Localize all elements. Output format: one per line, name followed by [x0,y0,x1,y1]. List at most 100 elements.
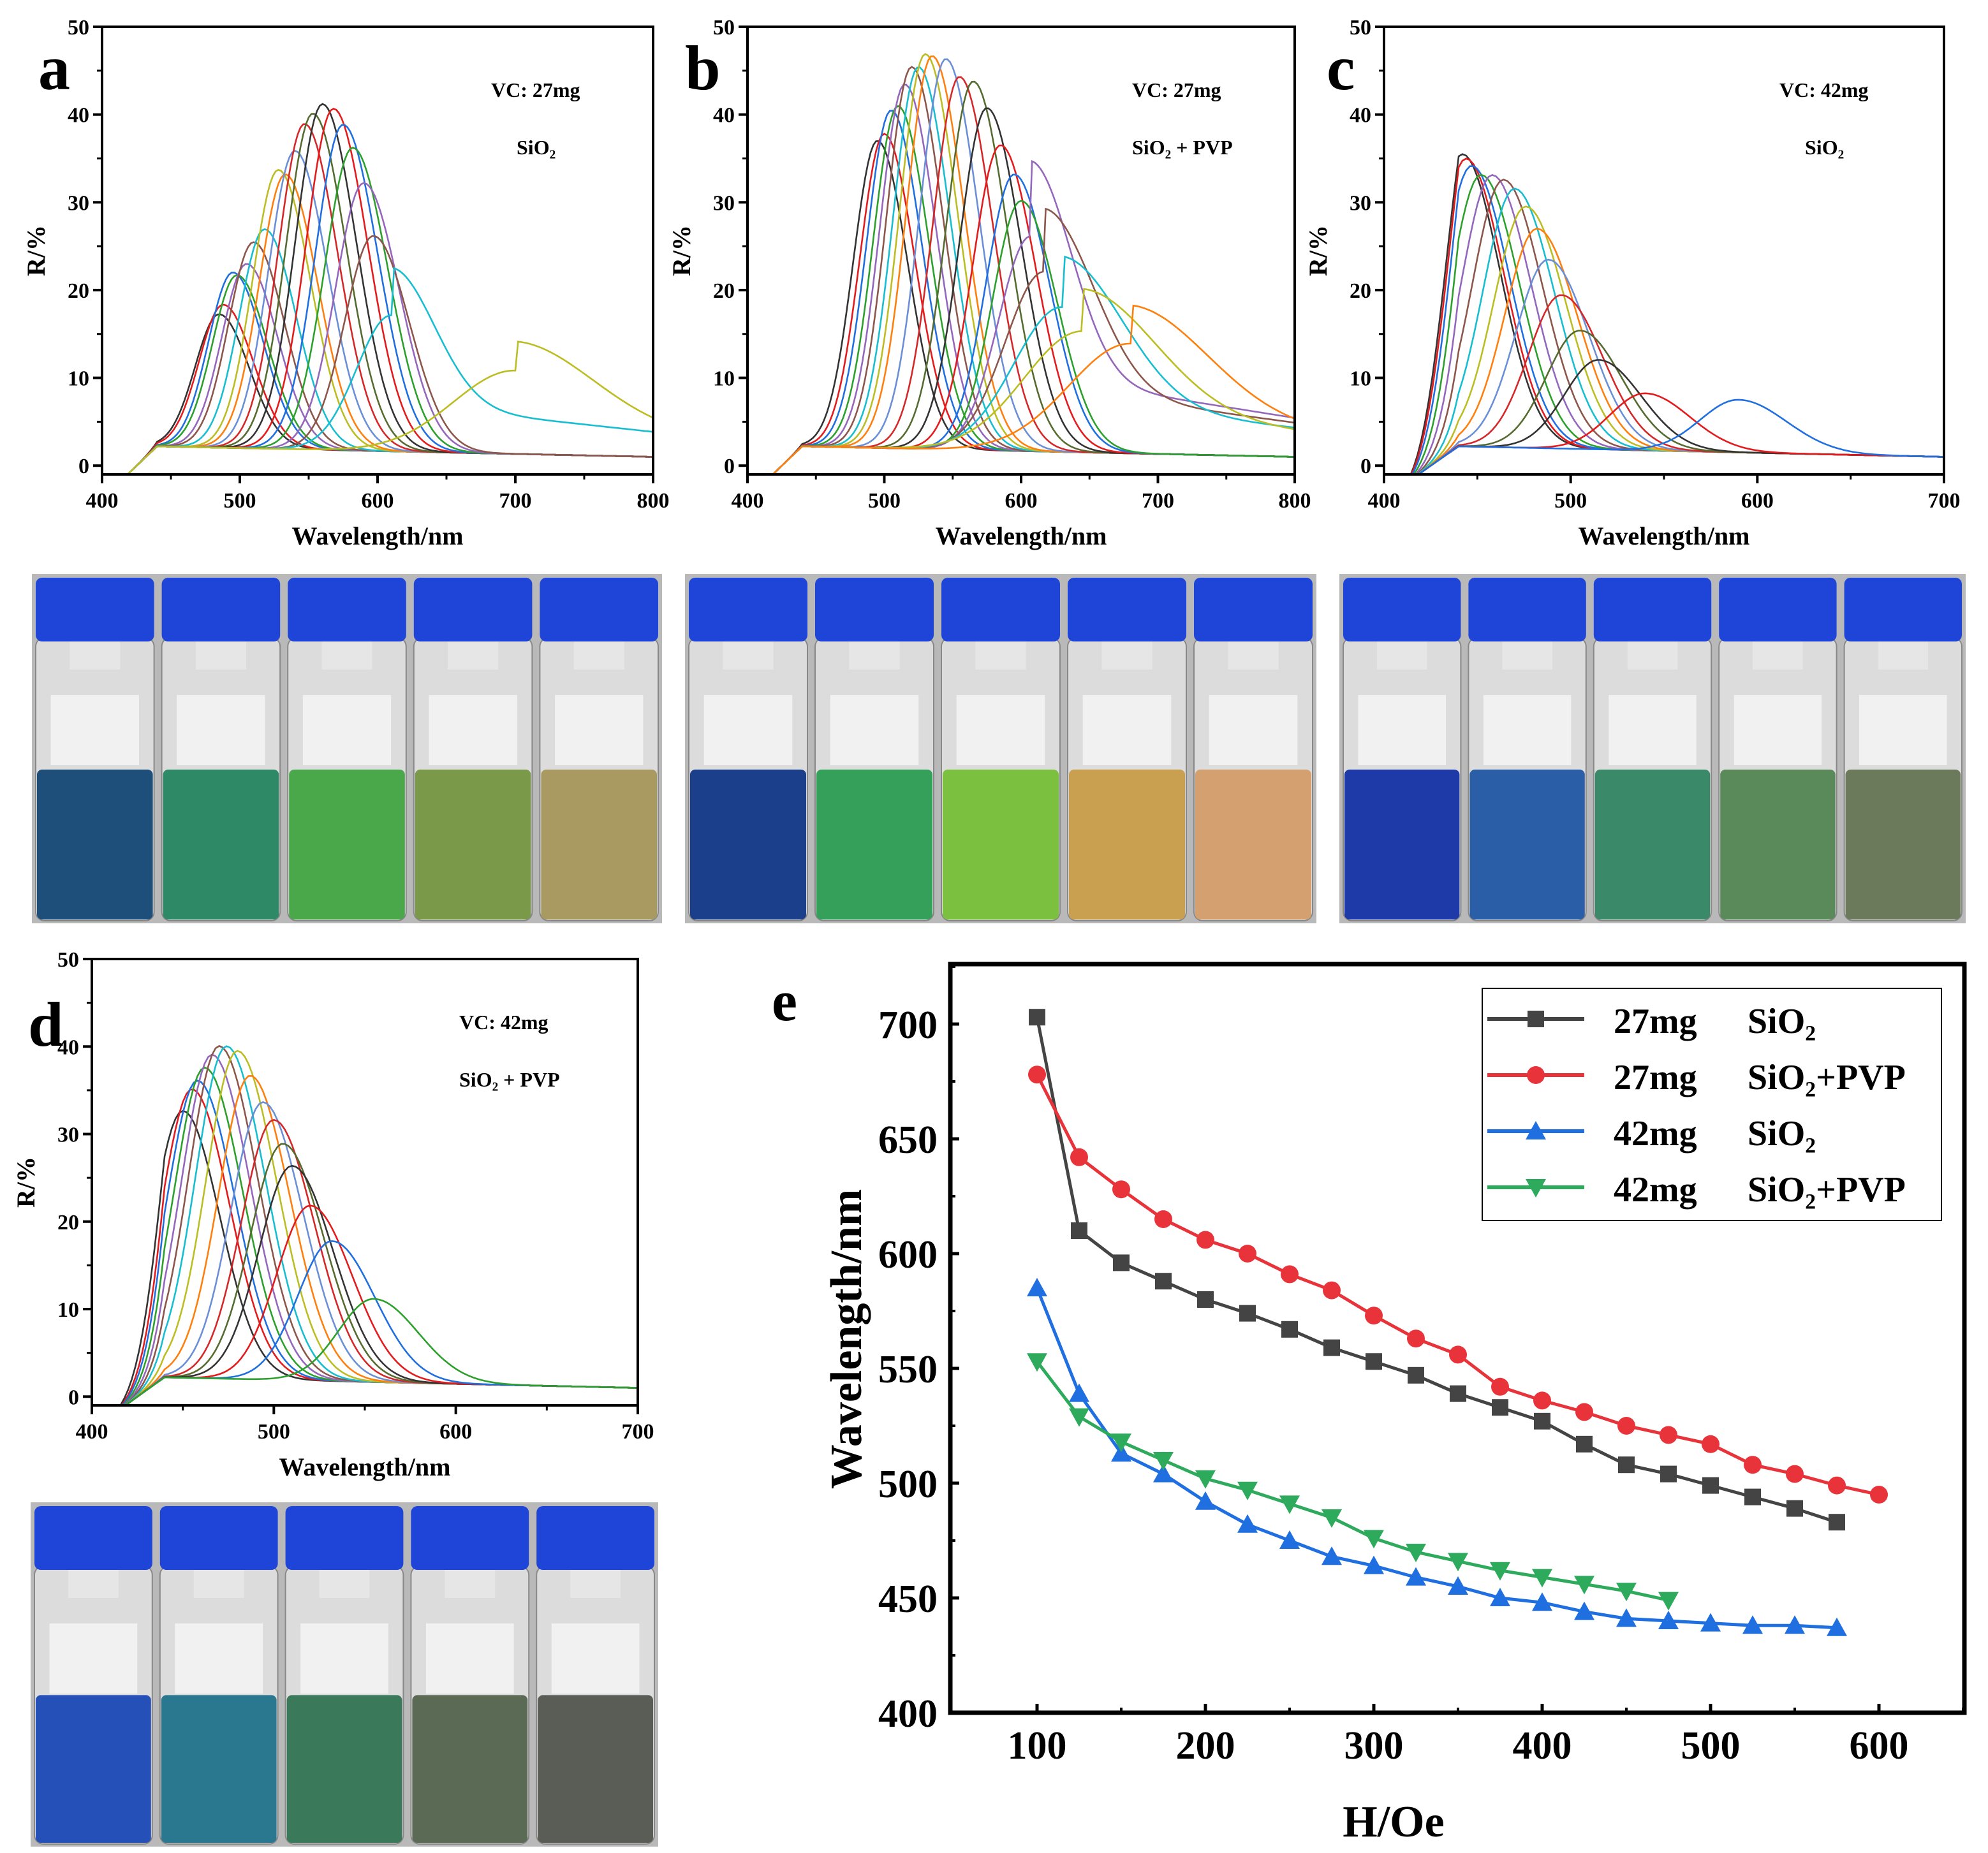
vial-neck [195,638,246,670]
marker-triangle-down [1616,1583,1637,1602]
vial-cap [1593,578,1712,641]
marker-square [1534,1412,1550,1430]
vial-label [49,1623,138,1694]
marker-circle [1196,1231,1214,1249]
panel-label: c [1327,33,1355,103]
x-axis-label: H/Oe [1343,1798,1444,1847]
vial-label [50,695,139,765]
y-tick-label: 10 [713,367,735,391]
spectrum-curve [1417,359,1944,474]
marker-triangle-up [1111,1443,1131,1462]
vial-liquid [161,1695,277,1843]
curves [1410,153,1944,474]
y-tick-label: 20 [1350,279,1371,303]
spectrum-curve [126,107,653,474]
y-tick-label: 20 [713,279,735,303]
vial [35,578,155,921]
marker-triangle-down [1574,1576,1594,1595]
marker-triangle-down [1448,1553,1468,1572]
vial-label [429,695,517,765]
vial-cap [411,1506,529,1570]
marker-square [1660,1465,1677,1483]
spectrum-curve [126,147,653,474]
vial-label [1209,695,1298,765]
vial [413,578,533,921]
curves [119,1044,638,1405]
vial-liquid [289,769,405,919]
annotation-vc: VC: 42mg [459,1011,549,1034]
annotation-material: SiO₂ [517,136,556,159]
y-tick-label: 40 [57,1036,79,1059]
legend-sample: 42mg [1614,1170,1697,1210]
vial-cap [161,578,281,641]
marker-triangle-up [1069,1383,1089,1402]
marker-triangle-up [1532,1592,1552,1611]
spectrum-curve [1417,228,1944,474]
vial [688,578,808,921]
x-tick-label: 700 [1928,489,1961,513]
series-1 [1028,1066,1888,1504]
x-tick-label: 500 [868,489,901,513]
marker-square [1113,1254,1130,1271]
marker-triangle-up [1616,1608,1637,1627]
vial-neck [1502,638,1552,670]
vial [1718,578,1837,921]
spectrum-curve [124,1101,638,1405]
marker-triangle-down [1111,1433,1131,1453]
marker-triangle-down [1364,1530,1384,1549]
vial-neck [68,1566,119,1598]
curves [771,53,1295,474]
y-tick-label: 20 [57,1211,79,1234]
marker-triangle-up [1490,1588,1510,1606]
x-tick-label: 500 [258,1420,290,1444]
vial-neck [1753,638,1803,670]
legend-sample: 27mg [1614,1058,1697,1097]
legend-entry: 42mg SiO₂ [1487,1114,1816,1154]
vial-label [1483,695,1572,765]
legend-material: SiO₂+PVP [1748,1170,1906,1210]
vial [1593,578,1712,921]
marker-circle [1154,1210,1172,1228]
vial-cap [285,1506,404,1570]
x-tick-label: 800 [1279,489,1311,513]
y-tick-label: 40 [68,104,89,128]
spectrum-curve [124,1205,638,1405]
vial-liquid [541,769,657,919]
vial [1468,578,1587,921]
vial-liquid [1845,769,1961,919]
vial-cap [288,578,406,641]
vial-label [1734,695,1822,765]
spectrum-curve [124,1298,638,1405]
vial [34,1506,153,1845]
marker-triangle-up [1027,1278,1047,1296]
x-tick-label: 400 [732,489,764,513]
vial-neck [975,638,1026,670]
legend-material: SiO₂+PVP [1748,1058,1906,1097]
vial-cap [536,1506,654,1570]
x-axis-label: Wavelength/nm [292,522,464,550]
marker-square [1744,1488,1761,1505]
spectrum-curve [771,110,1295,474]
vial-label [703,695,793,765]
marker-square [1366,1353,1382,1370]
legend-entry: 27mg SiO₂ [1487,1002,1816,1041]
y-tick-label: 0 [78,455,89,478]
spectrum-curve [1410,153,1944,474]
annotation-vc: VC: 42mg [1779,78,1869,101]
legend-entry: 27mg SiO₂+PVP [1487,1058,1906,1097]
marker-triangle-up [1742,1615,1763,1634]
spectrum-curve [126,341,653,474]
x-tick-label: 500 [1554,489,1587,513]
vial-neck [1101,638,1152,670]
x-axis-label: Wavelength/nm [1579,522,1750,550]
x-tick-label: 400 [86,489,119,513]
spectra-panel-d: 400 500 600 700 0 10 20 30 40 50 Wavelength/nm R/% d… [11,948,654,1481]
x-tick-label: 800 [637,489,670,513]
vial-neck [570,1566,621,1598]
vial-photo-a [32,574,662,923]
spectrum-curve [121,1080,638,1405]
marker-square [1408,1366,1424,1384]
spectrum-curve [126,103,653,474]
annotation-material: SiO₂ [1805,136,1844,159]
x-tick-label: 300 [1344,1724,1404,1768]
